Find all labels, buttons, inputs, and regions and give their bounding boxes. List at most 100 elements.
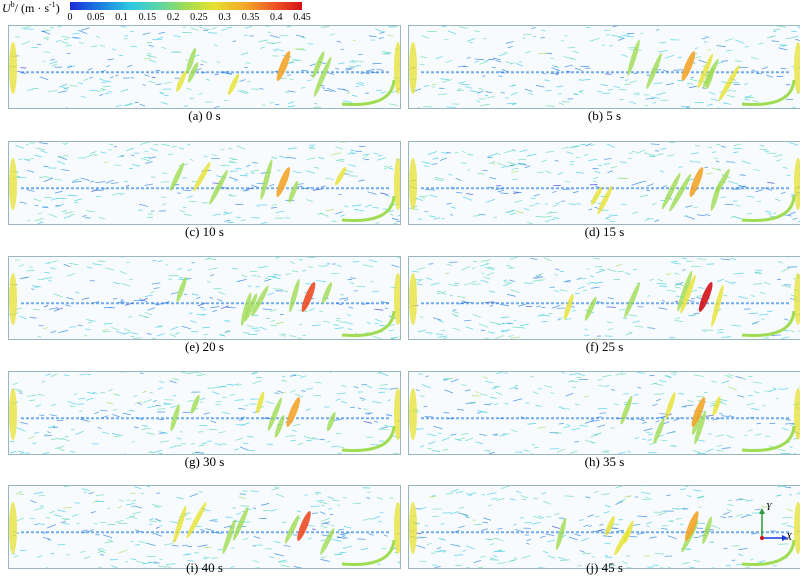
streamline [721,381,729,383]
streamline [242,275,248,277]
streamline [353,40,356,41]
streamline [432,164,438,165]
streamline [139,541,146,543]
streamline [466,194,473,195]
streamline [254,536,261,538]
streamline [611,389,615,390]
streamline [629,536,637,537]
streamline [605,505,611,507]
legend-tick-label: 0.45 [293,12,311,23]
streamline [311,506,320,507]
streamline [72,179,79,182]
streamline [273,289,283,290]
streamline [494,403,498,405]
streamline [717,329,723,330]
streamline [446,60,453,62]
streamline [735,205,740,207]
streamline [504,486,512,488]
streamline [328,497,334,499]
streamline [88,68,93,70]
streamline [527,154,537,156]
streamline [16,494,24,495]
streamline [660,148,666,149]
streamline [437,291,441,292]
velocity-hotspot [679,50,697,82]
streamline [760,145,764,147]
flow-panel [8,485,401,569]
streamline [542,30,546,31]
streamline [222,443,227,445]
streamline [182,545,187,546]
streamline [551,393,554,394]
streamline [675,301,678,302]
streamline [735,61,743,62]
streamline [443,80,452,83]
streamline [144,58,151,59]
streamline [433,158,439,160]
streamline [502,166,508,168]
streamline [510,387,517,390]
flow-panel [8,141,401,225]
streamline [721,146,726,148]
streamline [575,68,582,71]
streamline [225,220,231,222]
streamline [212,392,219,395]
streamline [213,310,218,312]
streamline [258,266,267,267]
streamline [751,295,754,296]
streamline [593,258,599,259]
streamline [568,47,575,48]
jet-streak [287,278,301,312]
streamline [493,556,497,557]
streamline [483,377,488,379]
streamline [790,36,798,38]
streamline [343,101,352,103]
streamline [240,80,246,82]
streamline [106,180,114,183]
streamline [112,433,120,435]
streamline [158,37,164,38]
streamline [547,540,554,542]
streamline [148,53,152,54]
streamline [325,178,334,179]
streamline [154,288,160,289]
streamline [27,190,35,192]
streamline [427,434,437,436]
streamline [467,57,470,58]
streamline [138,403,142,405]
streamline [46,37,49,38]
streamline [26,453,30,454]
streamline [315,382,321,383]
streamline [708,147,712,148]
streamline [607,307,616,308]
streamline [488,332,495,333]
streamline [540,315,550,316]
wall-jet [9,273,17,325]
jet-streak [255,391,266,414]
streamline [158,32,165,33]
streamline [603,375,612,377]
streamline [719,414,723,415]
streamline [164,544,173,546]
streamline [773,213,776,214]
streamline [674,273,679,274]
streamline [647,440,652,441]
streamline [728,90,733,92]
streamline [34,432,39,434]
jet-streak [325,411,337,432]
streamline [124,181,128,182]
streamline [723,512,729,514]
streamline [397,221,401,222]
wall-jet [394,502,401,554]
streamline [149,60,156,62]
streamline [644,219,649,220]
streamline [50,27,54,28]
jet-streak [612,527,632,557]
streamline [607,322,613,323]
streamline [630,102,637,104]
streamline [436,57,443,59]
streamline [226,517,233,518]
streamline [343,455,352,456]
streamline [145,313,152,315]
streamline [367,192,376,195]
